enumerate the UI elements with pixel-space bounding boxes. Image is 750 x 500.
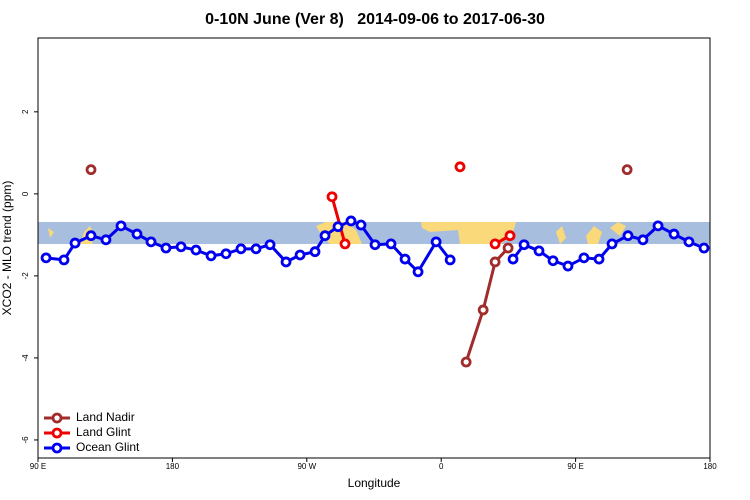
- x-tick-label: 0: [439, 462, 444, 471]
- data-point: [621, 164, 633, 176]
- data-point: [69, 237, 81, 249]
- data-point: [507, 253, 519, 265]
- data-point: [683, 236, 695, 248]
- data-point: [190, 244, 202, 256]
- legend-marker: [51, 412, 63, 424]
- plot-frame: [37, 37, 711, 459]
- data-point: [58, 254, 70, 266]
- x-tick-label: 90 W: [297, 462, 316, 471]
- data-point: [385, 238, 397, 250]
- data-point: [477, 304, 489, 316]
- data-point: [175, 241, 187, 253]
- data-point: [606, 238, 618, 250]
- data-point: [235, 243, 247, 255]
- chart-title: 0-10N June (Ver 8) 2014-09-06 to 2017-06…: [205, 11, 545, 28]
- data-point: [652, 220, 664, 232]
- land-patch: [610, 222, 626, 236]
- data-point: [280, 256, 292, 268]
- data-point: [504, 230, 516, 242]
- data-point: [205, 250, 217, 262]
- legend-marker: [51, 427, 63, 439]
- x-tick-label: 90 E: [30, 462, 46, 471]
- data-point: [637, 234, 649, 246]
- data-point: [412, 266, 424, 278]
- y-tick-label: -6: [21, 436, 30, 444]
- data-point: [547, 255, 559, 267]
- data-point: [518, 239, 530, 251]
- data-point: [562, 260, 574, 272]
- x-axis-label: Longitude: [348, 476, 401, 490]
- y-tick-label: 0: [21, 191, 30, 196]
- y-tick-label: 2: [21, 109, 30, 114]
- x-tick-label: 180: [166, 462, 180, 471]
- data-point: [454, 161, 466, 173]
- data-point: [294, 249, 306, 261]
- data-point: [355, 219, 367, 231]
- data-point: [160, 242, 172, 254]
- land-patch: [556, 226, 566, 244]
- data-point: [145, 236, 157, 248]
- data-point: [345, 215, 357, 227]
- x-tick-label: 180: [703, 462, 717, 471]
- land-patch: [48, 228, 54, 238]
- data-point: [430, 236, 442, 248]
- y-axis-label: XCO2 - MLO trend (ppm): [0, 181, 14, 316]
- legend-marker: [51, 442, 63, 454]
- data-point: [399, 253, 411, 265]
- ocean-band: [38, 222, 710, 244]
- land-patch: [421, 222, 516, 244]
- data-point: [309, 246, 321, 258]
- data-point: [698, 242, 710, 254]
- land-patch: [586, 226, 602, 244]
- data-point: [460, 356, 472, 368]
- legend-label: Ocean Glint: [76, 440, 140, 454]
- data-point: [622, 230, 634, 242]
- data-point: [369, 239, 381, 251]
- y-tick-label: -4: [21, 354, 30, 362]
- data-point: [332, 221, 344, 233]
- data-point: [100, 234, 112, 246]
- data-point: [85, 164, 97, 176]
- data-point: [220, 248, 232, 260]
- data-point: [339, 238, 351, 250]
- data-point: [264, 239, 276, 251]
- data-point: [326, 191, 338, 203]
- data-point: [250, 243, 262, 255]
- data-point: [131, 228, 143, 240]
- data-point: [668, 228, 680, 240]
- data-point: [40, 252, 52, 264]
- data-point: [593, 253, 605, 265]
- data-point: [489, 256, 501, 268]
- data-point: [319, 230, 331, 242]
- data-point: [578, 252, 590, 264]
- data-point: [489, 238, 501, 250]
- data-point: [533, 245, 545, 257]
- data-point: [502, 242, 514, 254]
- legend-label: Land Glint: [76, 425, 131, 439]
- y-tick-label: -2: [21, 272, 30, 280]
- data-point: [444, 254, 456, 266]
- legend-label: Land Nadir: [76, 410, 135, 424]
- x-tick-label: 90 E: [567, 462, 583, 471]
- data-point: [115, 220, 127, 232]
- data-point: [85, 230, 97, 242]
